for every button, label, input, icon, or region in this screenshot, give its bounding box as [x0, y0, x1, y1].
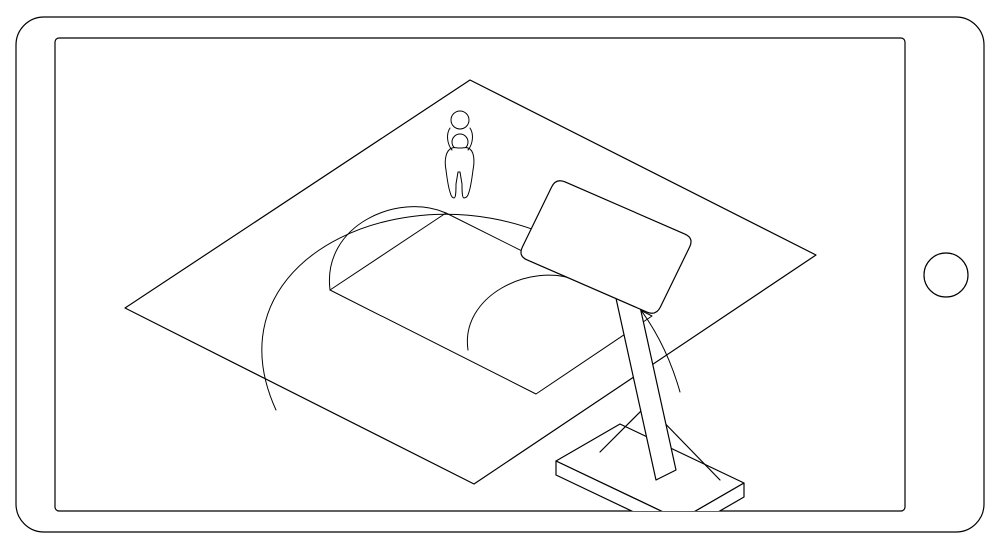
backboard — [521, 181, 691, 313]
phone-outer-frame — [16, 17, 984, 532]
basketball-icon — [451, 111, 469, 129]
restricted-area-arc — [467, 275, 576, 350]
player-arm-right — [468, 128, 472, 150]
free-throw-circle — [329, 207, 446, 290]
player-body — [445, 148, 474, 198]
home-button-icon[interactable] — [924, 253, 968, 297]
court-outline — [125, 80, 816, 484]
diagram-svg — [0, 0, 1000, 549]
phone-screen-frame — [55, 38, 905, 511]
player-arm-left — [448, 128, 452, 150]
